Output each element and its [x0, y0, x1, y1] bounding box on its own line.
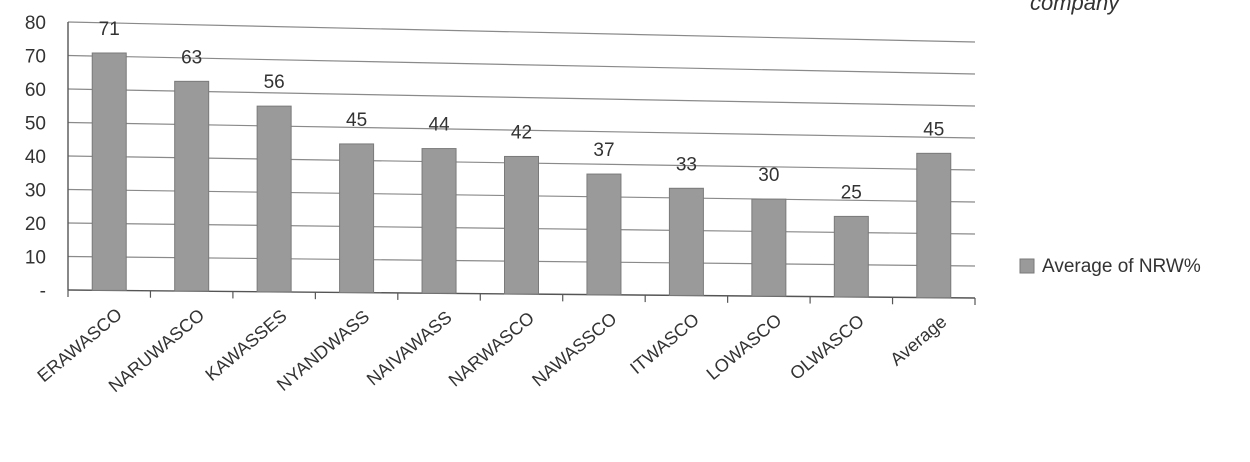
data-label: 30: [758, 165, 779, 186]
x-category-label: NAWASSCO: [528, 308, 620, 390]
gridline: [67, 21, 976, 43]
y-tick-label: -: [40, 281, 46, 302]
data-label: 25: [841, 182, 862, 203]
bar: [91, 52, 127, 291]
x-category-label: KAWASSES: [201, 306, 290, 385]
legend-label: Average of NRW%: [1042, 256, 1201, 277]
data-label: 45: [346, 110, 367, 131]
y-tick-label: 70: [25, 47, 46, 68]
data-label: 63: [181, 47, 202, 68]
data-label: 45: [923, 119, 944, 140]
x-category-label: OLWASCO: [786, 311, 868, 384]
y-tick-label: 60: [25, 80, 46, 101]
bar: [916, 152, 952, 299]
legend: Average of NRW%: [1019, 256, 1201, 277]
x-category-label: ITWASCO: [626, 309, 703, 378]
bar: [586, 173, 622, 296]
data-label: 37: [593, 140, 614, 161]
data-label: 56: [264, 72, 285, 93]
bar: [339, 143, 375, 294]
bar: [833, 215, 869, 298]
gridline: [67, 54, 976, 75]
legend-swatch: [1019, 258, 1035, 274]
data-label: 33: [676, 154, 697, 175]
x-category-label: NAIVAWASS: [363, 307, 456, 389]
chart-title: company: [1030, 0, 1121, 15]
data-label: 71: [99, 19, 120, 40]
bar: [668, 187, 704, 296]
bar: [256, 105, 292, 293]
x-category-label: Average: [886, 311, 950, 369]
bar: [504, 155, 539, 295]
bar: [751, 198, 787, 297]
y-tick-label: 50: [25, 114, 46, 135]
data-label: 44: [428, 115, 450, 136]
x-axis-labels: ERAWASCONARUWASCOKAWASSESNYANDWASSNAIVAW…: [34, 304, 951, 396]
bar: [421, 148, 457, 294]
x-category-label: NARWASCO: [445, 308, 538, 391]
gridline: [67, 121, 976, 139]
bars: [91, 52, 952, 299]
y-axis-ticks: - 10 20 30 40 50 60 70 80: [25, 13, 46, 302]
y-tick-label: 20: [25, 214, 46, 235]
bar: [174, 80, 210, 292]
y-tick-label: 30: [25, 181, 46, 202]
gridline: [67, 88, 976, 107]
data-label: 42: [511, 122, 532, 143]
y-tick-label: 10: [25, 248, 46, 269]
y-tick-label: 80: [25, 13, 46, 34]
data-labels: 71 63 56 45 44 42 37 33 30 25 45: [99, 19, 945, 203]
y-tick-label: 40: [25, 147, 46, 168]
x-category-label: LOWASCO: [703, 310, 786, 384]
